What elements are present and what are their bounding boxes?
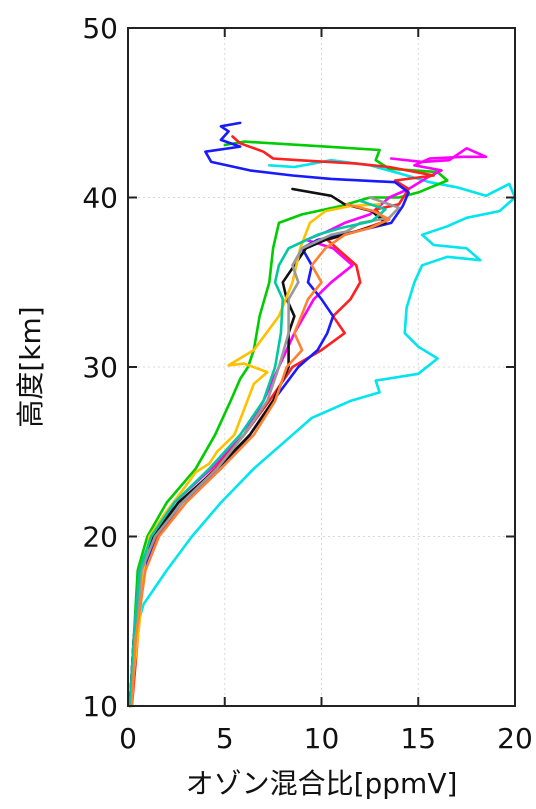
x-tick-label: 15 (400, 722, 436, 755)
axis-ticks: 0 5 10 15 20 10 20 30 40 50 (82, 12, 532, 755)
series-line-7 (128, 203, 381, 708)
x-axis-label: オゾン混合比[ppmV] (186, 767, 458, 800)
y-axis-label: 高度[km] (14, 306, 47, 427)
grid-lines (128, 28, 515, 706)
y-tick-label: 40 (82, 182, 118, 215)
x-tick-label: 10 (304, 722, 340, 755)
series-line-6 (128, 187, 387, 708)
series-line-10 (130, 203, 391, 708)
series-lines (128, 121, 517, 708)
x-tick-label: 20 (497, 722, 533, 755)
series-line-2 (128, 140, 449, 708)
y-tick-label: 50 (82, 12, 118, 45)
y-tick-label: 10 (82, 690, 118, 723)
x-tick-label: 5 (216, 722, 234, 755)
series-line-1 (128, 158, 517, 708)
series-line-9 (128, 199, 387, 708)
y-tick-label: 20 (82, 521, 118, 554)
y-tick-label: 30 (82, 351, 118, 384)
x-tick-label: 0 (119, 722, 137, 755)
